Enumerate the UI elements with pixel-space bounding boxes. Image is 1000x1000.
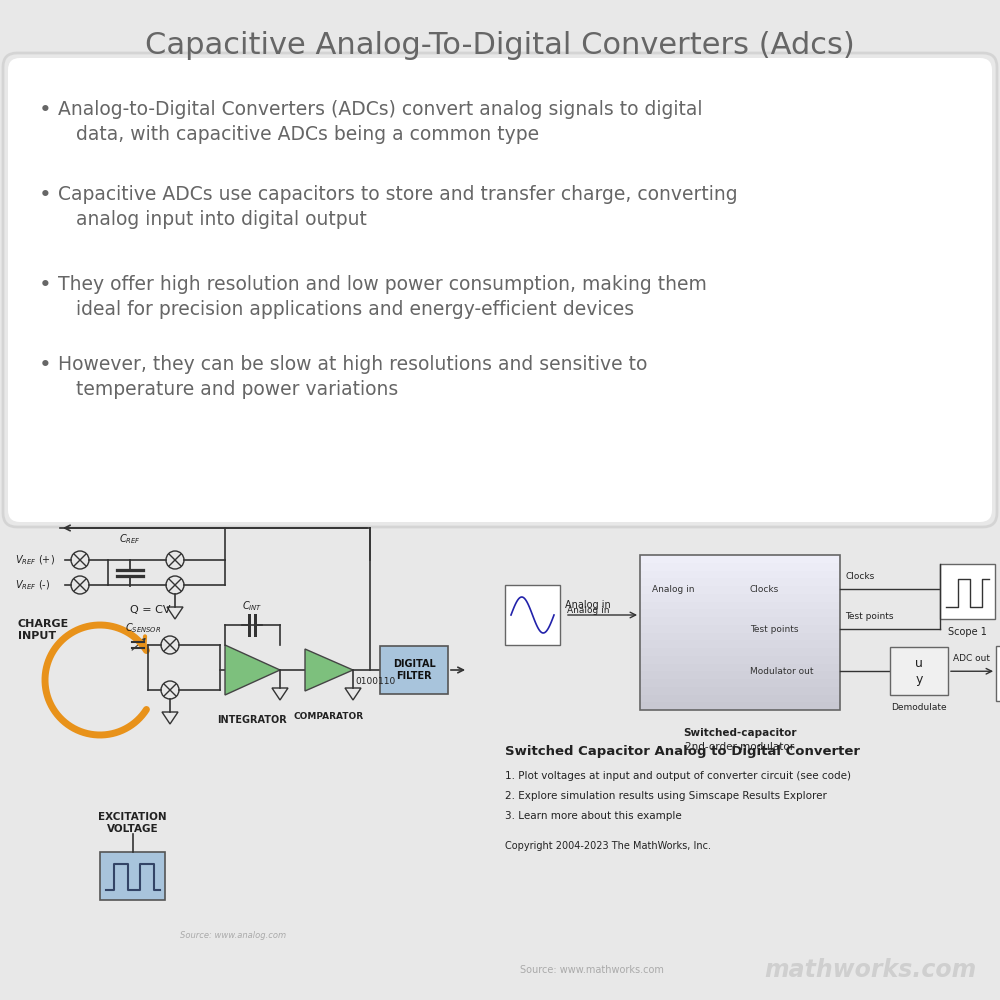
FancyBboxPatch shape	[640, 594, 840, 601]
Text: u: u	[915, 657, 923, 670]
Text: $C_{REF}$: $C_{REF}$	[119, 532, 141, 546]
Text: 3. Learn more about this example: 3. Learn more about this example	[505, 811, 682, 821]
Text: 0100110: 0100110	[355, 678, 395, 686]
FancyBboxPatch shape	[940, 564, 995, 619]
Text: They offer high resolution and low power consumption, making them
   ideal for p: They offer high resolution and low power…	[58, 275, 707, 319]
Text: Clocks: Clocks	[750, 585, 779, 594]
FancyBboxPatch shape	[640, 671, 840, 679]
Text: Q = CV: Q = CV	[130, 605, 170, 615]
FancyBboxPatch shape	[380, 646, 448, 694]
Text: DIGITAL
FILTER: DIGITAL FILTER	[393, 659, 435, 681]
Text: CHARGE
INPUT: CHARGE INPUT	[18, 619, 69, 641]
Text: Source: www.mathworks.com: Source: www.mathworks.com	[520, 965, 664, 975]
Text: Clocks: Clocks	[845, 572, 874, 581]
FancyBboxPatch shape	[640, 702, 840, 710]
FancyBboxPatch shape	[640, 609, 840, 617]
Text: •: •	[39, 355, 51, 375]
Text: $C_{SENSOR}$: $C_{SENSOR}$	[125, 621, 161, 635]
Text: COMPARATOR: COMPARATOR	[294, 712, 364, 721]
Text: $V_{REF}$ (+): $V_{REF}$ (+)	[15, 553, 55, 567]
Text: Scope 1: Scope 1	[948, 627, 987, 637]
Text: However, they can be slow at high resolutions and sensitive to
   temperature an: However, they can be slow at high resolu…	[58, 355, 647, 399]
FancyBboxPatch shape	[640, 694, 840, 702]
Text: •: •	[39, 275, 51, 295]
FancyBboxPatch shape	[890, 647, 948, 695]
Text: Analog-to-Digital Converters (ADCs) convert analog signals to digital
   data, w: Analog-to-Digital Converters (ADCs) conv…	[58, 100, 702, 144]
Text: Switched Capacitor Analog to Digital Converter: Switched Capacitor Analog to Digital Con…	[505, 745, 860, 758]
Text: Demodulate: Demodulate	[891, 703, 947, 712]
Text: EXCITATION
VOLTAGE: EXCITATION VOLTAGE	[98, 812, 167, 834]
Text: Test points: Test points	[750, 625, 798, 634]
Text: 2nd-order modulator: 2nd-order modulator	[685, 742, 795, 752]
FancyBboxPatch shape	[8, 58, 992, 522]
FancyBboxPatch shape	[640, 633, 840, 640]
FancyBboxPatch shape	[505, 585, 560, 645]
Polygon shape	[225, 645, 280, 695]
FancyBboxPatch shape	[640, 656, 840, 664]
Text: Test points: Test points	[845, 612, 894, 621]
Text: Source: www.analog.com: Source: www.analog.com	[180, 930, 286, 940]
FancyBboxPatch shape	[640, 555, 840, 563]
Text: Capacitive Analog-To-Digital Converters (Adcs): Capacitive Analog-To-Digital Converters …	[145, 30, 855, 60]
Text: INTEGRATOR: INTEGRATOR	[217, 715, 287, 725]
Text: y: y	[915, 673, 923, 686]
Polygon shape	[305, 649, 353, 691]
Text: •: •	[39, 185, 51, 205]
FancyBboxPatch shape	[640, 687, 840, 694]
FancyBboxPatch shape	[640, 664, 840, 671]
Text: •: •	[39, 100, 51, 120]
Text: 1. Plot voltages at input and output of converter circuit (see code): 1. Plot voltages at input and output of …	[505, 771, 851, 781]
Text: ADC out: ADC out	[953, 654, 990, 663]
Text: 2. Explore simulation results using Simscape Results Explorer: 2. Explore simulation results using Sims…	[505, 791, 827, 801]
FancyBboxPatch shape	[100, 852, 165, 900]
FancyBboxPatch shape	[640, 640, 840, 648]
FancyBboxPatch shape	[640, 625, 840, 633]
Text: Capacitive ADCs use capacitors to store and transfer charge, converting
   analo: Capacitive ADCs use capacitors to store …	[58, 185, 738, 229]
Text: Analog in: Analog in	[567, 606, 610, 615]
FancyBboxPatch shape	[996, 646, 1000, 701]
FancyBboxPatch shape	[640, 617, 840, 625]
FancyBboxPatch shape	[640, 601, 840, 609]
FancyBboxPatch shape	[640, 563, 840, 570]
FancyBboxPatch shape	[640, 578, 840, 586]
FancyBboxPatch shape	[640, 679, 840, 687]
FancyBboxPatch shape	[640, 586, 840, 594]
Text: Copyright 2004-2023 The MathWorks, Inc.: Copyright 2004-2023 The MathWorks, Inc.	[505, 841, 711, 851]
Text: Modulator out: Modulator out	[750, 667, 814, 676]
Text: Switched-capacitor: Switched-capacitor	[683, 728, 797, 738]
Text: $V_{REF}$ (-): $V_{REF}$ (-)	[15, 578, 50, 592]
Text: Analog in: Analog in	[565, 600, 611, 610]
Text: $C_{INT}$: $C_{INT}$	[242, 599, 262, 613]
Text: Analog in: Analog in	[652, 585, 694, 594]
FancyBboxPatch shape	[640, 648, 840, 656]
Text: mathworks.com: mathworks.com	[764, 958, 976, 982]
FancyBboxPatch shape	[640, 570, 840, 578]
